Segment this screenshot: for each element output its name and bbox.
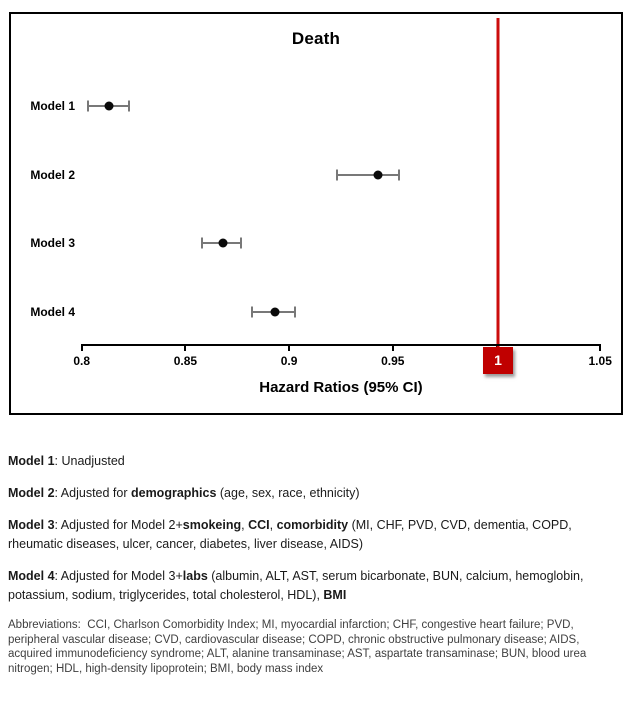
footnote-model-2: Model 2: Adjusted for demographics (age,… (8, 484, 624, 503)
ci-cap-high (294, 306, 297, 318)
x-tick-label: 0.9 (280, 354, 298, 368)
footnote-text: , (241, 518, 249, 532)
footnote-bold-text: Model 3 (8, 518, 55, 532)
x-tick-label: 0.85 (173, 354, 198, 368)
ci-cap-low (335, 169, 338, 181)
x-axis-title: Hazard Ratios (95% CI) (259, 379, 423, 396)
footnotes-section: Model 1: Unadjusted Model 2: Adjusted for… (8, 452, 624, 676)
footnote-bold-text: labs (182, 569, 208, 583)
footnote-text: , (269, 518, 277, 532)
row-label: Model 3 (30, 236, 75, 251)
ci-cap-low (250, 306, 253, 318)
footnote-bold-text: comorbidity (276, 518, 349, 532)
ci-cap-high (398, 169, 401, 181)
ci-marker (104, 101, 114, 111)
footnote-model-3: Model 3: Adjusted for Model 2+smokeing, … (8, 516, 624, 554)
ci-marker (270, 307, 280, 317)
model-footnote-list: Model 1: Unadjusted Model 2: Adjusted for… (8, 452, 624, 605)
x-tick-label: 0.95 (381, 354, 405, 368)
reference-value-label: 1 (494, 352, 502, 368)
x-tick-label: 1.05 (588, 354, 612, 368)
footnote-text: : Adjusted for (54, 486, 131, 500)
footnote-text: : Unadjusted (54, 454, 125, 468)
footnote-bold-text: Model 1 (8, 454, 55, 468)
abbreviations-text: Abbreviations: CCI, Charlson Comorbidity… (8, 619, 590, 675)
reference-value-box: 1 (483, 347, 513, 374)
chart-title: Death (291, 29, 341, 48)
x-axis-tick (80, 344, 83, 351)
ci-cap-high (128, 100, 131, 112)
ci-cap-low (86, 100, 89, 112)
reference-line (496, 18, 500, 347)
forest-plot-frame (9, 12, 623, 415)
footnote-text: (MI, CHF, PVD, CVD, dementia, COPD, rheu… (8, 518, 572, 551)
row-label: Model 2 (30, 167, 75, 182)
x-axis-tick (184, 344, 187, 351)
footnote-bold-text: smokeing (182, 518, 242, 532)
ci-marker (218, 238, 228, 248)
footnote-text: (albumin, ALT, AST, serum bicarbonate, B… (8, 569, 584, 602)
ci-marker (373, 170, 383, 180)
footnote-bold-text: Model 4 (8, 569, 55, 583)
x-axis-tick (288, 344, 291, 351)
footnote-bold-text: demographics (130, 486, 217, 500)
footnote-bold-text: BMI (323, 588, 347, 602)
row-label: Model 4 (30, 304, 75, 319)
x-axis-line (80, 344, 602, 346)
x-tick-label: 0.8 (73, 354, 91, 368)
footnote-bold-text: CCI (248, 518, 270, 532)
footnote-model-4: Model 4: Adjusted for Model 3+labs (albu… (8, 567, 624, 605)
row-label: Model 1 (30, 99, 75, 113)
ci-bar (336, 173, 400, 176)
ci-cap-low (200, 237, 203, 249)
footnote-model-1: Model 1: Unadjusted (8, 452, 624, 471)
ci-cap-high (240, 237, 243, 249)
footnote-text: (age, sex, race, ethnicity) (216, 486, 360, 500)
footnote-text: : Adjusted for Model 2+ (54, 518, 183, 532)
footnote-text: : Adjusted for Model 3+ (54, 569, 183, 583)
x-axis-tick (599, 344, 602, 351)
x-axis-tick (391, 344, 394, 351)
footnote-bold-text: Model 2 (8, 486, 55, 500)
